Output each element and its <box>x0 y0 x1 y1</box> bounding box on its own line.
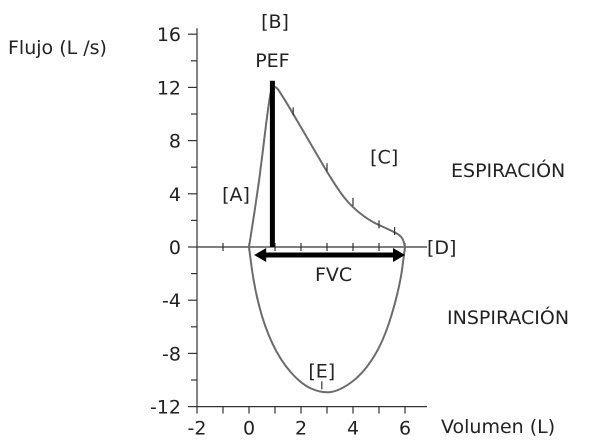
y-tick-label: 8 <box>169 131 181 153</box>
y-tick-label: 0 <box>169 237 181 259</box>
fvc-label: FVC <box>315 264 352 286</box>
y-tick-label: 4 <box>169 184 181 206</box>
y-tick-label: 12 <box>157 77 181 99</box>
x-tick-label: 0 <box>243 418 255 440</box>
annotation-label: [A] <box>222 184 250 206</box>
ticks <box>188 33 406 414</box>
axes <box>196 28 427 408</box>
inspiration-curve <box>248 246 406 394</box>
labels: 16 12 8 4 0 -4 -8 -12 -2 0 2 4 6 Flujo (L /s) Volumen … <box>8 11 569 440</box>
y-tick-label: -12 <box>150 397 181 419</box>
x-tick-label: 4 <box>347 418 359 440</box>
annotation-label: [D] <box>427 237 456 259</box>
fvc-arrow-left <box>254 247 267 262</box>
annotation-label: [B] <box>261 11 289 33</box>
pef-label: PEF <box>255 50 289 72</box>
x-tick-label: 2 <box>295 418 307 440</box>
x-tick-label: -2 <box>188 418 207 440</box>
x-tick-label: 6 <box>399 418 411 440</box>
annotation-label: [E] <box>308 361 335 383</box>
inspiration-label: INSPIRACIÓN <box>447 305 569 329</box>
annotation-label: [C] <box>370 147 398 169</box>
y-tick-label: -8 <box>162 343 181 365</box>
fvc-arrow-right <box>393 247 405 262</box>
y-axis-label: Flujo (L /s) <box>8 37 107 59</box>
expiration-label: ESPIRACIÓN <box>451 158 565 182</box>
y-tick-label: -4 <box>162 290 181 312</box>
x-axis-label: Volumen (L) <box>441 416 555 438</box>
y-tick-label: 16 <box>157 24 181 46</box>
curves <box>248 80 406 394</box>
